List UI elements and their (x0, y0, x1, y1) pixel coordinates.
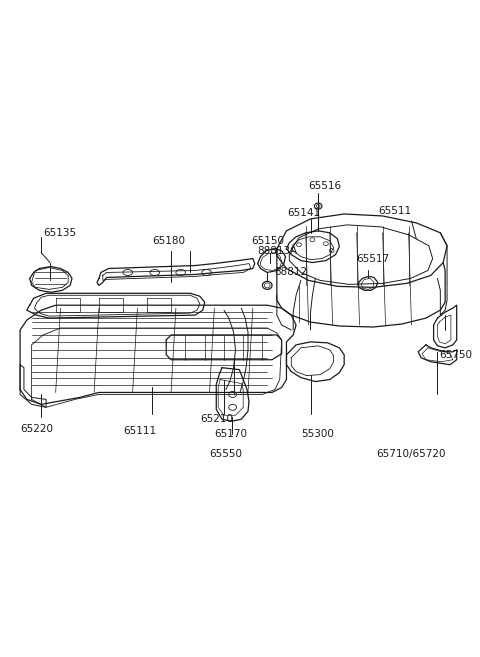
Text: 65180: 65180 (152, 236, 185, 246)
Text: 88812: 88812 (274, 267, 307, 277)
Text: 65516: 65516 (309, 181, 342, 191)
Text: 65170: 65170 (215, 429, 247, 439)
Text: 65550: 65550 (210, 449, 242, 459)
Text: 65750: 65750 (439, 350, 472, 360)
Text: 65111: 65111 (123, 426, 156, 436)
Text: 65210: 65210 (200, 414, 233, 424)
Text: 55300: 55300 (301, 429, 334, 439)
Text: 65710/65720: 65710/65720 (376, 449, 445, 459)
Text: 65220: 65220 (20, 424, 53, 434)
Text: 65150: 65150 (251, 236, 284, 246)
Text: 65511: 65511 (378, 206, 411, 216)
Text: 65517: 65517 (357, 254, 390, 263)
Text: 65135: 65135 (43, 228, 76, 238)
Text: 65141: 65141 (288, 208, 321, 218)
Text: 88813A: 88813A (258, 246, 298, 256)
